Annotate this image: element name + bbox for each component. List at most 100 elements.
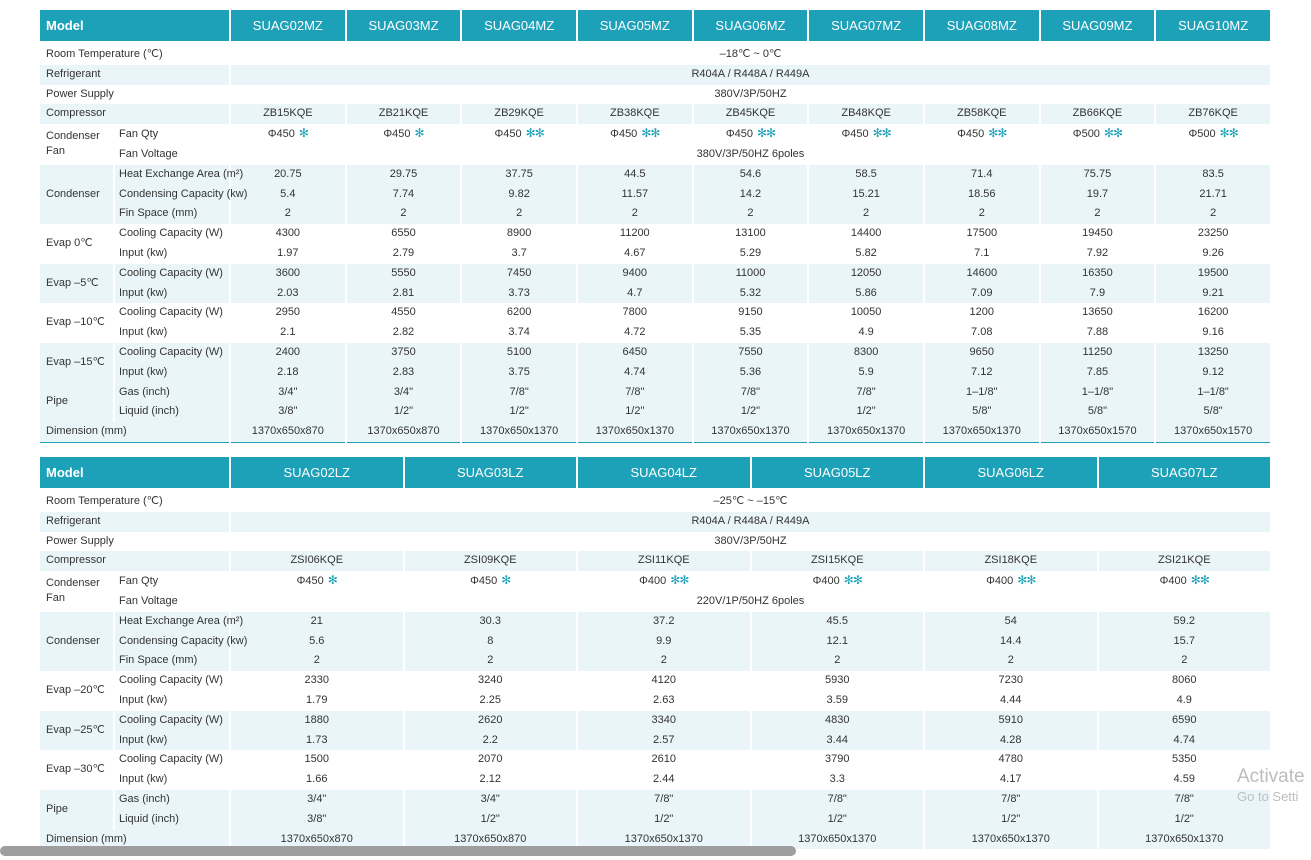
cooling-capacity-value: 2620 (404, 710, 576, 731)
table-row: Input (kw) 1.97 2.79 3.7 4.67 5.29 5.82 7.1 7.92… (40, 244, 1270, 264)
fin-space-value: 2 (577, 204, 692, 225)
cooling-capacity-value: 23250 (1197, 227, 1229, 240)
heat-exchange-area-value: 58.5 (809, 164, 923, 185)
fin-space-value: 2 (404, 651, 576, 672)
heat-exchange-area-value: 29.75 (346, 164, 461, 185)
cooling-capacity-value: 1500 (304, 753, 329, 766)
dimension-label: Dimension (mm) (40, 829, 229, 850)
gas-pipe-label: Gas (inch) (115, 789, 229, 810)
input-power-value: 9.26 (1202, 246, 1224, 259)
cooling-capacity-value: 7550 (693, 342, 808, 363)
cooling-capacity-label: Cooling Capacity (W) (119, 674, 223, 687)
condensing-capacity-value: 8 (404, 631, 576, 652)
fin-space-value: 2 (346, 204, 461, 225)
fin-space-value: 2 (1040, 204, 1155, 225)
fan-diameter: Φ400 (986, 575, 1014, 588)
cooling-capacity-value: 3240 (478, 674, 503, 687)
fan-icon: ✻ (327, 573, 338, 588)
evap-temperature-label: Evap –30℃ (46, 763, 105, 776)
table-row: Input (kw) 1.66 2.12 2.44 3.3 4.17 4.59 (40, 770, 1270, 790)
input-power-value: 2.2 (404, 730, 576, 751)
input-power-value: 1.66 (306, 773, 328, 786)
input-power-value: 3.74 (508, 326, 530, 339)
condensing-capacity-value: 9.9 (578, 631, 750, 652)
input-power-value: 2.03 (231, 283, 345, 304)
cooling-capacity-label: Cooling Capacity (W) (119, 753, 223, 766)
table-row: Input (kw) 2.1 2.82 3.74 4.72 5.35 4.9 7.08 7.88… (40, 323, 1270, 343)
fan-icon: ✻✻ (1219, 126, 1239, 141)
input-power-value: 9.12 (1156, 362, 1270, 383)
fan-icon: ✻✻ (641, 126, 660, 141)
table-row: Input (kw) 1.79 2.25 2.63 3.59 4.44 4.9 (40, 691, 1270, 711)
table-row: Refrigerant R404A / R448A / R449A (40, 511, 1270, 532)
cooling-capacity-label: Cooling Capacity (W) (119, 306, 223, 319)
input-power-value: 2.18 (231, 362, 345, 383)
liquid-pipe-value: 1/2" (1098, 809, 1270, 830)
liquid-pipe-value: 1/2" (577, 402, 692, 423)
heat-exchange-area-value: 30.3 (404, 611, 576, 632)
gas-pipe-value: 7/8" (577, 382, 692, 403)
input-power-label: Input (kw) (119, 693, 168, 706)
fin-space-value: 2 (693, 204, 808, 225)
watermark-line1: Activate (1237, 766, 1305, 787)
fin-space-label: Fin Space (mm) (115, 651, 229, 672)
table-row: Dimension (mm) 1370x650x870 1370x650x870 13… (40, 829, 1270, 850)
cooling-capacity-value: 14600 (924, 263, 1039, 284)
liquid-pipe-value: 1/2" (462, 402, 576, 423)
cooling-capacity-value: 9650 (924, 342, 1039, 363)
table-row: Input (kw) 2.03 2.81 3.73 4.7 5.32 5.86 7.09 7.9… (40, 283, 1270, 304)
input-power-value: 4.9 (1176, 693, 1192, 706)
input-power-value: 4.9 (858, 326, 874, 339)
fin-space-value: 2 (924, 204, 1039, 225)
dimension-value: 1370x650x870 (231, 829, 403, 850)
table-row: Pipe Gas (inch) 3/4" 3/4" 7/8" 7/8" 7/8" 7/8" (40, 789, 1270, 830)
fin-space-value: 2 (751, 651, 923, 672)
input-power-value: 3.3 (829, 773, 845, 786)
table-row: Condensing Capacity (kw) 5.4 7.74 9.82 11.57… (40, 184, 1270, 205)
dimension-value: 1370x650x1370 (693, 422, 808, 443)
table-row: Condensing Capacity (kw) 5.6 8 9.9 12.1 14.4 1… (40, 631, 1270, 652)
model-column-header: SUAG05LZ (751, 457, 923, 488)
compressor-value: ZB76KQE (1156, 104, 1270, 125)
table-row: Room Temperature (℃) –25℃ ~ –15℃ (40, 492, 1270, 512)
compressor-value: ZB38KQE (577, 104, 692, 125)
gas-pipe-value: 7/8" (693, 382, 808, 403)
input-power-value: 5.35 (739, 326, 762, 339)
fin-space-value: 2 (1156, 204, 1270, 225)
gas-pipe-value: 3/4" (231, 789, 403, 810)
fan-qty-value: Φ400 ✻✻ (1099, 571, 1271, 592)
compressor-value: ZB58KQE (924, 104, 1039, 125)
fin-space-label: Fin Space (mm) (115, 204, 229, 225)
gas-pipe-value: 7/8" (751, 789, 923, 810)
dimension-value: 1370x650x1370 (578, 829, 750, 850)
table-row: Power Supply 380V/3P/50HZ (40, 532, 1270, 552)
dimension-value: 1370x650x870 (404, 829, 576, 850)
fan-icon: ✻ (414, 126, 425, 141)
condenser-fan-label: Condenser Fan (46, 577, 100, 605)
cooling-capacity-label: Cooling Capacity (W) (115, 710, 229, 731)
condensing-capacity-value: 14.4 (925, 631, 1097, 652)
compressor-value: ZSI11KQE (578, 551, 750, 572)
gas-pipe-value: 7/8" (578, 789, 750, 810)
model-column-header: SUAG07LZ (1098, 457, 1270, 488)
condenser-label: Condenser (40, 611, 113, 672)
fan-icon: ✻✻ (988, 126, 1007, 141)
input-power-value: 4.59 (1173, 773, 1195, 786)
model-column-header: SUAG06MZ (693, 10, 808, 41)
fan-qty-value: Φ400 ✻✻ (752, 571, 924, 592)
model-header: Model (40, 10, 229, 41)
liquid-pipe-value: 5/8" (1040, 402, 1155, 423)
fan-qty-value: Φ450 ✻ (231, 571, 403, 592)
dimension-value: 1370x650x1370 (925, 829, 1097, 850)
refrigerant-value: R404A / R448A / R449A (231, 511, 1270, 532)
watermark-line2: Go to Setti (1237, 789, 1299, 804)
table-row: Fan Voltage 380V/3P/50HZ 6poles (40, 145, 1270, 165)
cooling-capacity-value: 7230 (998, 674, 1023, 687)
liquid-pipe-value: 5/8" (1156, 402, 1270, 423)
fan-qty-value: Φ450 ✻ (231, 124, 345, 145)
condensing-capacity-value: 21.71 (1156, 184, 1270, 205)
heat-exchange-area-value: 75.75 (1040, 164, 1155, 185)
horizontal-scrollbar[interactable] (0, 846, 796, 856)
cooling-capacity-value: 13250 (1156, 342, 1270, 363)
input-power-value: 7.1 (974, 246, 990, 259)
